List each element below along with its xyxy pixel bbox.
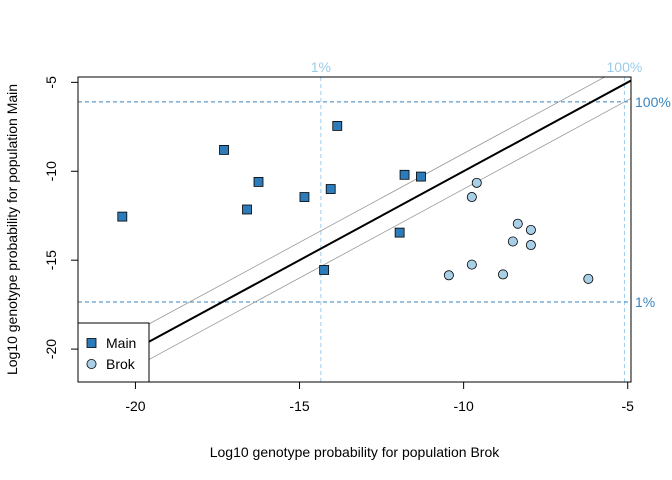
main-ref-label: 100% bbox=[635, 94, 671, 110]
main-point bbox=[332, 121, 343, 131]
y-tick-label: -10 bbox=[43, 161, 59, 181]
main-point bbox=[319, 265, 330, 275]
x-tick-label: -15 bbox=[289, 398, 309, 414]
y-axis: -20 -15 -10 -5 bbox=[43, 76, 79, 359]
legend-label: Main bbox=[106, 335, 136, 351]
brok-ref-label: 100% bbox=[607, 59, 643, 75]
legend-box bbox=[77, 322, 150, 383]
brok-point bbox=[525, 224, 536, 235]
data-points bbox=[117, 121, 594, 284]
y-tick-label: -5 bbox=[43, 76, 59, 89]
main-point bbox=[117, 211, 128, 222]
main-point bbox=[416, 171, 426, 182]
brok-point bbox=[512, 218, 523, 229]
x-tick-label: -20 bbox=[125, 398, 145, 414]
main-point bbox=[242, 204, 252, 215]
brok-point bbox=[466, 259, 477, 270]
x-axis: -20 -15 -10 -5 bbox=[125, 381, 634, 414]
brok-point bbox=[507, 236, 518, 247]
x-axis-label: Log10 genotype probability for populatio… bbox=[210, 444, 501, 460]
brok-point bbox=[583, 273, 594, 284]
main-point bbox=[253, 177, 264, 187]
brok-point bbox=[498, 269, 509, 280]
y-tick-label: -15 bbox=[43, 250, 59, 270]
x-tick-label: -5 bbox=[621, 398, 634, 414]
legend-main-marker bbox=[86, 338, 97, 348]
main-point bbox=[394, 227, 405, 238]
brok-point bbox=[471, 177, 482, 188]
main-ref-label: 1% bbox=[635, 294, 655, 310]
legend: Main Brok bbox=[77, 322, 150, 383]
y-tick-label: -20 bbox=[43, 339, 59, 359]
brok-ref-label: 1% bbox=[311, 59, 331, 75]
main-point bbox=[219, 145, 229, 155]
main-point bbox=[325, 184, 336, 194]
brok-point bbox=[443, 270, 454, 281]
y-axis-label: Log10 genotype probability for populatio… bbox=[4, 84, 20, 375]
x-tick-label: -10 bbox=[454, 398, 474, 414]
brok-point bbox=[525, 240, 536, 251]
reference-labels: 1% 100% 100% 1% bbox=[311, 59, 671, 310]
reference-lines bbox=[78, 77, 631, 382]
main-point bbox=[399, 169, 410, 180]
main-point bbox=[299, 192, 310, 202]
legend-brok-marker bbox=[86, 358, 97, 369]
brok-point bbox=[466, 192, 477, 203]
legend-label: Brok bbox=[106, 356, 136, 372]
